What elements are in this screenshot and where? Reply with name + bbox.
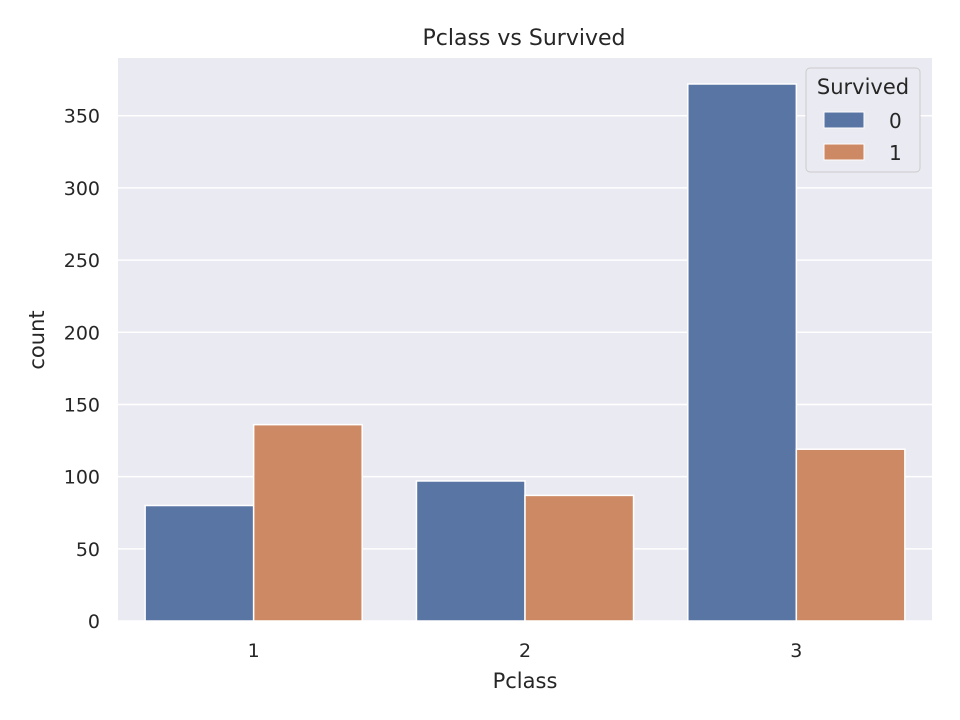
x-tick-label: 2: [519, 640, 531, 662]
y-tick-label: 300: [64, 178, 100, 200]
x-tick-label: 1: [248, 640, 260, 662]
y-axis-ticks: 0 50 100 150 200 250 300 350: [64, 106, 100, 633]
legend-label-0: 0: [889, 109, 902, 133]
bar-class-1-survived-0: [144, 504, 255, 622]
y-axis-label: count: [25, 310, 49, 369]
y-tick-label: 50: [76, 539, 100, 561]
y-tick-label: 0: [88, 611, 100, 633]
legend-title: Survived: [817, 75, 909, 99]
y-tick-label: 250: [64, 250, 100, 272]
y-tick-label: 200: [64, 322, 100, 344]
legend-swatch-1: [823, 143, 865, 161]
bars-group: [144, 83, 906, 622]
legend-swatch-0: [823, 111, 865, 129]
x-axis-ticks: 1 2 3: [248, 640, 803, 662]
bar-class-1-survived-1: [252, 423, 363, 622]
bar-class-2-survived-0: [415, 480, 526, 622]
bar-class-3-survived-0: [687, 83, 798, 622]
legend-label-1: 1: [889, 141, 902, 165]
x-axis-label: Pclass: [493, 669, 558, 693]
y-tick-label: 150: [64, 394, 100, 416]
x-tick-label: 3: [790, 640, 802, 662]
y-tick-label: 100: [64, 467, 100, 489]
legend: Survived 0 1: [805, 67, 921, 173]
bar-class-3-survived-1: [795, 448, 906, 622]
y-tick-label: 350: [64, 106, 100, 128]
chart-title: Pclass vs Survived: [423, 26, 626, 51]
bar-class-2-survived-1: [524, 494, 635, 622]
